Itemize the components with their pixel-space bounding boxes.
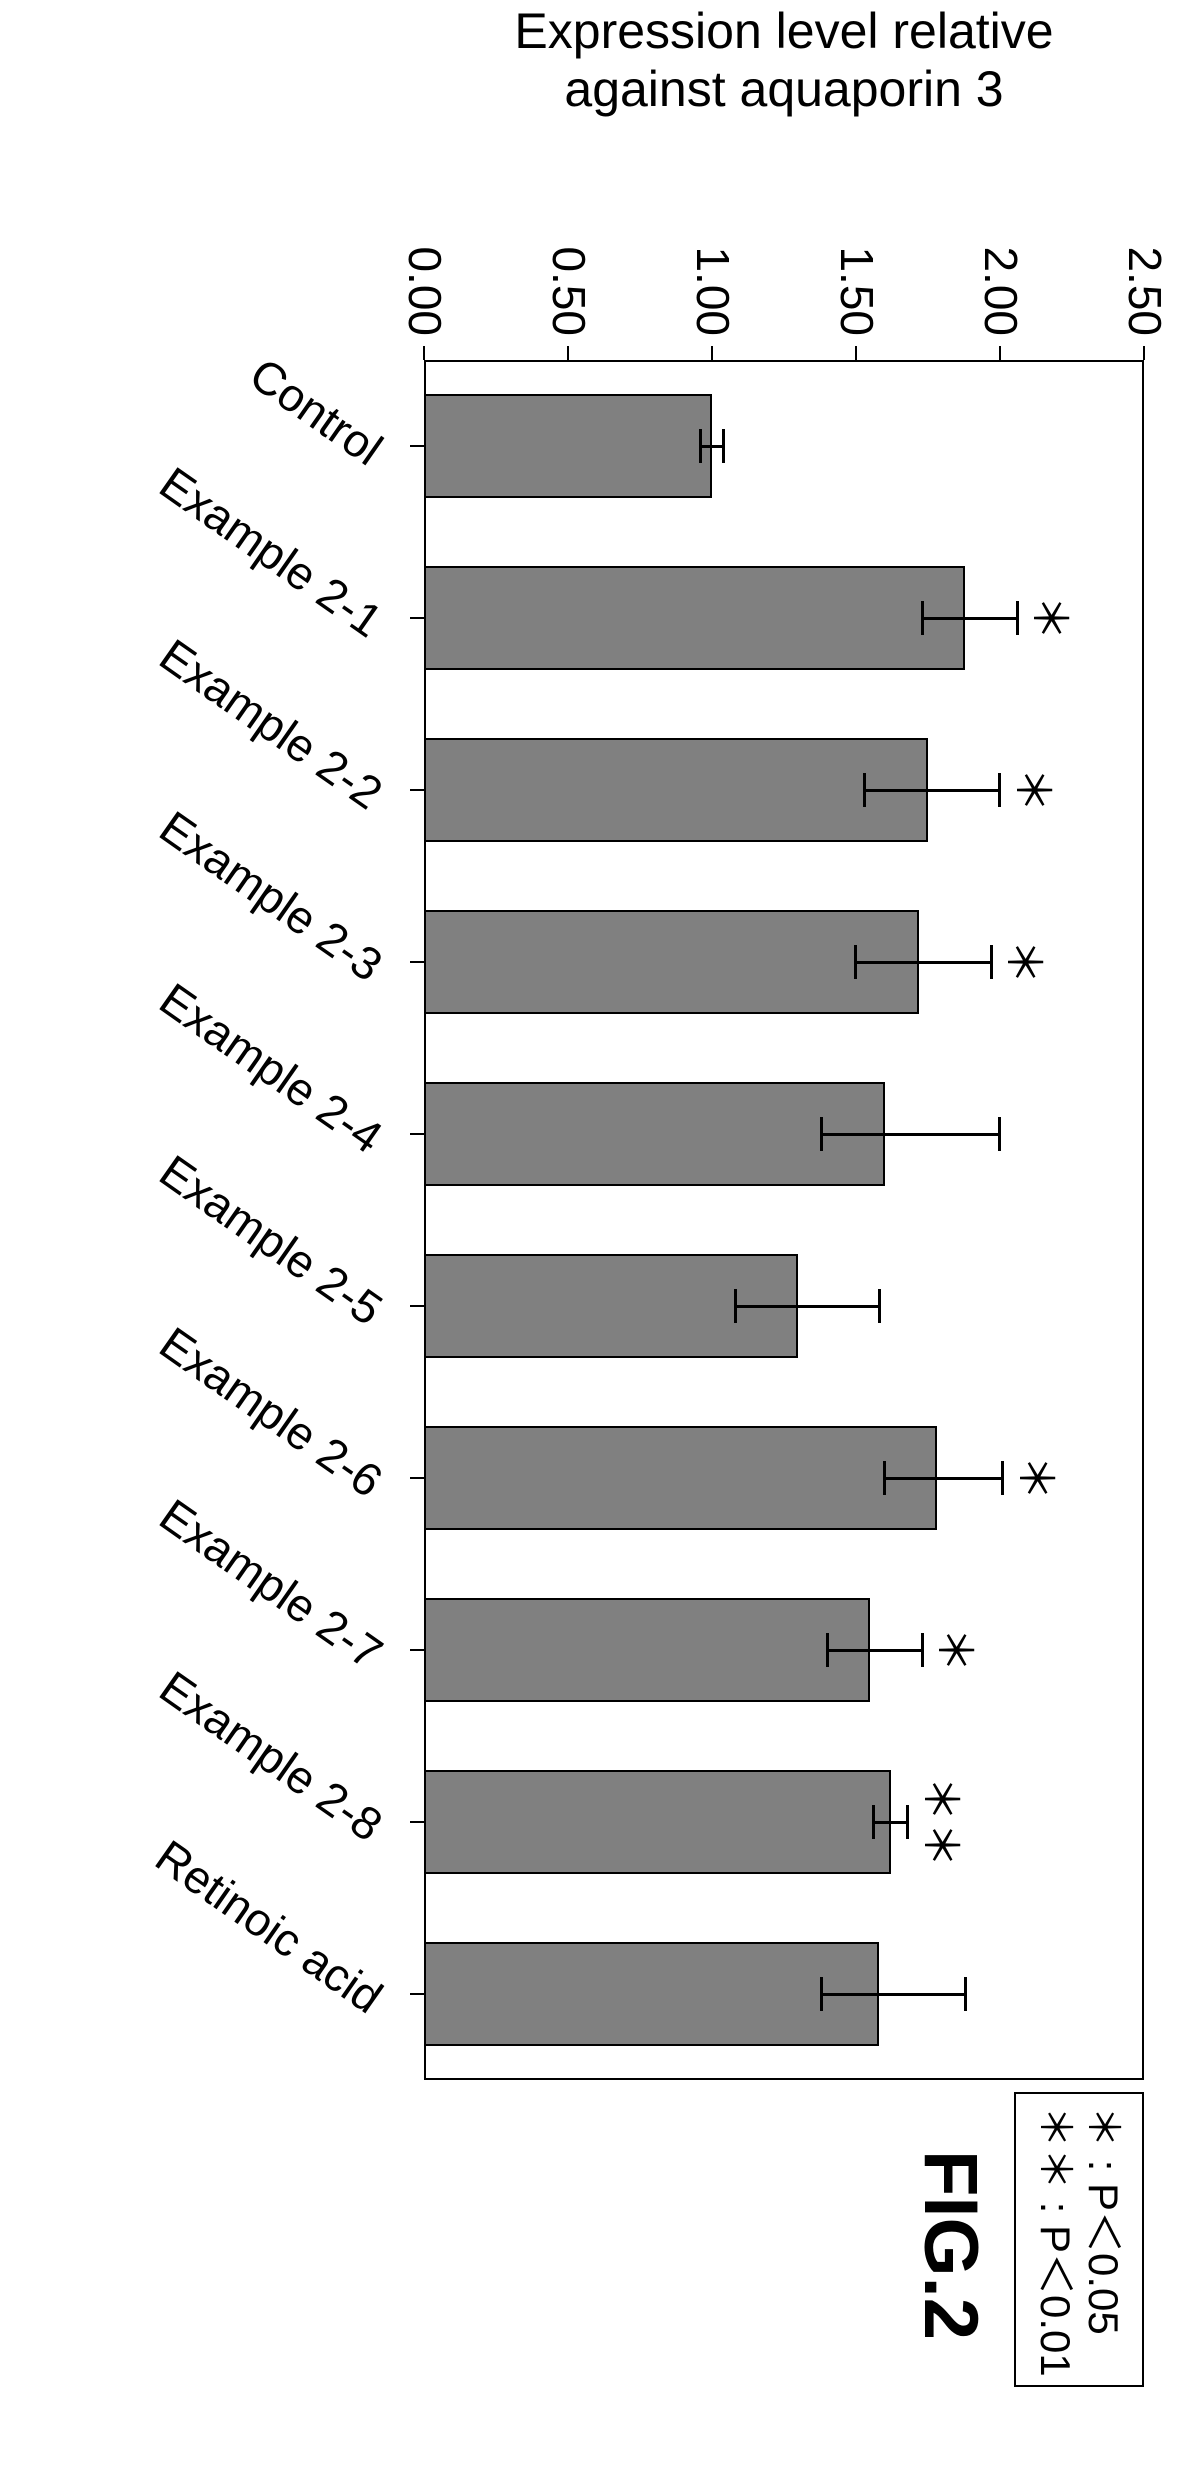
y-tick-label: 2.00	[974, 206, 1028, 336]
bar	[424, 1082, 885, 1185]
significance-marker: ＊	[1013, 1428, 1059, 1528]
error-cap-top	[722, 429, 725, 463]
error-bar	[821, 1133, 1000, 1136]
y-tick	[1143, 346, 1145, 360]
error-cap-bottom	[820, 1117, 823, 1151]
legend-line: ＊ : P＜0.05	[1079, 2106, 1127, 2385]
y-tick-label: 1.50	[830, 206, 884, 336]
figure-title: FIG.2	[907, 2150, 994, 2340]
bar	[424, 1426, 937, 1529]
y-tick	[423, 346, 425, 360]
error-bar	[821, 1993, 965, 1996]
bar	[424, 566, 965, 669]
error-cap-bottom	[699, 429, 702, 463]
error-cap-top	[906, 1805, 909, 1839]
x-tick	[410, 1477, 424, 1479]
error-bar	[827, 1649, 922, 1652]
significance-marker: ＊	[1010, 740, 1056, 840]
bar	[424, 1770, 891, 1873]
error-cap-top	[878, 1289, 881, 1323]
legend-box: ＊ : P＜0.05＊＊ : P＜0.01	[1014, 2092, 1144, 2387]
x-tick	[410, 1649, 424, 1651]
error-bar	[856, 961, 991, 964]
error-bar	[735, 1305, 879, 1308]
x-tick	[410, 961, 424, 963]
x-tick	[410, 1305, 424, 1307]
bar	[424, 1942, 879, 2045]
error-bar	[701, 445, 724, 448]
error-cap-top	[1016, 601, 1019, 635]
error-bar	[885, 1477, 1003, 1480]
error-bar	[865, 789, 1000, 792]
bar	[424, 910, 919, 1013]
y-tick	[711, 346, 713, 360]
error-cap-top	[964, 1977, 967, 2011]
y-tick	[999, 346, 1001, 360]
bar	[424, 1598, 870, 1701]
significance-marker: ＊	[1027, 568, 1073, 668]
y-tick-label: 0.50	[542, 206, 596, 336]
legend-line: ＊＊ : P＜0.01	[1031, 2106, 1079, 2385]
significance-marker: ＊＊	[918, 1772, 964, 1872]
error-cap-top	[921, 1633, 924, 1667]
y-tick-label: 0.00	[398, 206, 452, 336]
y-tick-label: 1.00	[686, 206, 740, 336]
error-cap-bottom	[734, 1289, 737, 1323]
y-tick	[855, 346, 857, 360]
bar	[424, 738, 928, 841]
figure-wrapper: Expression level relative against aquapo…	[0, 0, 1204, 2477]
error-bar	[873, 1821, 908, 1824]
significance-marker: ＊	[1001, 912, 1047, 1012]
error-cap-bottom	[921, 601, 924, 635]
error-cap-bottom	[872, 1805, 875, 1839]
y-axis-label: Expression level relative against aquapo…	[514, 2, 1053, 118]
error-cap-bottom	[863, 773, 866, 807]
significance-marker: ＊	[932, 1600, 978, 1700]
bar	[424, 394, 712, 497]
error-cap-bottom	[826, 1633, 829, 1667]
error-cap-top	[1001, 1461, 1004, 1495]
error-cap-bottom	[883, 1461, 886, 1495]
x-tick	[410, 617, 424, 619]
error-cap-bottom	[820, 1977, 823, 2011]
error-cap-top	[999, 773, 1002, 807]
x-tick	[410, 789, 424, 791]
error-bar	[922, 617, 1017, 620]
x-tick	[410, 1821, 424, 1823]
y-tick	[567, 346, 569, 360]
y-tick-label: 2.50	[1118, 206, 1172, 336]
x-tick	[410, 1133, 424, 1135]
x-tick	[410, 1993, 424, 1995]
error-cap-top	[999, 1117, 1002, 1151]
error-cap-bottom	[855, 945, 858, 979]
error-cap-top	[990, 945, 993, 979]
x-tick	[410, 445, 424, 447]
